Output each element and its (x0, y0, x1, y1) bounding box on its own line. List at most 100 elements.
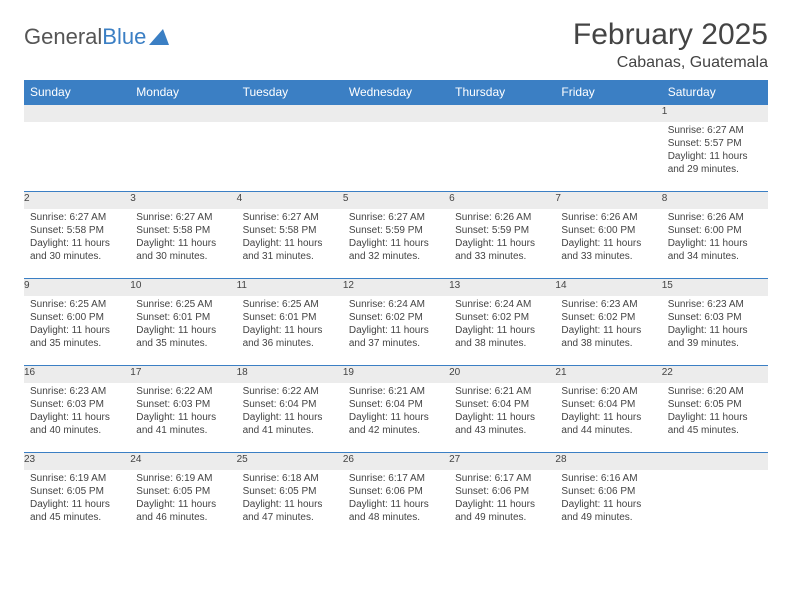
sunrise-text: Sunrise: 6:25 AM (30, 298, 124, 311)
day-number-cell: 10 (130, 279, 236, 296)
day-number-cell: 5 (343, 192, 449, 209)
daylight-text: Daylight: 11 hours and 30 minutes. (136, 237, 230, 263)
day-content: Sunrise: 6:23 AMSunset: 6:03 PMDaylight:… (662, 296, 768, 354)
sunrise-text: Sunrise: 6:19 AM (30, 472, 124, 485)
day-content-cell: Sunrise: 6:27 AMSunset: 5:59 PMDaylight:… (343, 209, 449, 279)
sunrise-text: Sunrise: 6:23 AM (561, 298, 655, 311)
daylight-text: Daylight: 11 hours and 43 minutes. (455, 411, 549, 437)
sunrise-text: Sunrise: 6:24 AM (349, 298, 443, 311)
daylight-text: Daylight: 11 hours and 38 minutes. (561, 324, 655, 350)
header: GeneralBlue February 2025 Cabanas, Guate… (24, 18, 768, 72)
day-content: Sunrise: 6:22 AMSunset: 6:03 PMDaylight:… (130, 383, 236, 441)
day-content: Sunrise: 6:25 AMSunset: 6:00 PMDaylight:… (24, 296, 130, 354)
day-number-cell: 9 (24, 279, 130, 296)
weekday-header: Sunday (24, 80, 130, 105)
daylight-text: Daylight: 11 hours and 48 minutes. (349, 498, 443, 524)
day-content-cell: Sunrise: 6:22 AMSunset: 6:04 PMDaylight:… (237, 383, 343, 453)
sunset-text: Sunset: 6:04 PM (455, 398, 549, 411)
weekday-header: Saturday (662, 80, 768, 105)
day-content-cell: Sunrise: 6:20 AMSunset: 6:05 PMDaylight:… (662, 383, 768, 453)
day-number-cell (662, 453, 768, 470)
day-content: Sunrise: 6:27 AMSunset: 5:58 PMDaylight:… (237, 209, 343, 267)
week-content-row: Sunrise: 6:27 AMSunset: 5:58 PMDaylight:… (24, 209, 768, 279)
sunrise-text: Sunrise: 6:23 AM (30, 385, 124, 398)
day-content-cell: Sunrise: 6:18 AMSunset: 6:05 PMDaylight:… (237, 470, 343, 540)
day-content-cell: Sunrise: 6:22 AMSunset: 6:03 PMDaylight:… (130, 383, 236, 453)
day-number-cell: 22 (662, 366, 768, 383)
logo-text-general: General (24, 24, 102, 50)
day-content: Sunrise: 6:26 AMSunset: 6:00 PMDaylight:… (662, 209, 768, 267)
day-content-cell: Sunrise: 6:19 AMSunset: 6:05 PMDaylight:… (130, 470, 236, 540)
weekday-header: Thursday (449, 80, 555, 105)
day-content-cell (130, 122, 236, 192)
day-content-cell: Sunrise: 6:23 AMSunset: 6:03 PMDaylight:… (24, 383, 130, 453)
location: Cabanas, Guatemala (573, 54, 768, 72)
day-content: Sunrise: 6:17 AMSunset: 6:06 PMDaylight:… (449, 470, 555, 528)
daylight-text: Daylight: 11 hours and 35 minutes. (30, 324, 124, 350)
day-content: Sunrise: 6:16 AMSunset: 6:06 PMDaylight:… (555, 470, 661, 528)
daylight-text: Daylight: 11 hours and 36 minutes. (243, 324, 337, 350)
calendar-table: SundayMondayTuesdayWednesdayThursdayFrid… (24, 80, 768, 540)
sunset-text: Sunset: 6:02 PM (455, 311, 549, 324)
day-number-cell (449, 105, 555, 122)
day-number-cell: 8 (662, 192, 768, 209)
sunset-text: Sunset: 5:59 PM (455, 224, 549, 237)
sunrise-text: Sunrise: 6:24 AM (455, 298, 549, 311)
day-number-cell: 18 (237, 366, 343, 383)
day-number-cell (130, 105, 236, 122)
daylight-text: Daylight: 11 hours and 40 minutes. (30, 411, 124, 437)
weekday-header: Wednesday (343, 80, 449, 105)
sunset-text: Sunset: 6:02 PM (349, 311, 443, 324)
day-content-cell: Sunrise: 6:27 AMSunset: 5:57 PMDaylight:… (662, 122, 768, 192)
logo: GeneralBlue (24, 18, 169, 50)
week-daynum-row: 16171819202122 (24, 366, 768, 383)
day-content-cell: Sunrise: 6:23 AMSunset: 6:03 PMDaylight:… (662, 296, 768, 366)
daylight-text: Daylight: 11 hours and 41 minutes. (136, 411, 230, 437)
daylight-text: Daylight: 11 hours and 32 minutes. (349, 237, 443, 263)
sunrise-text: Sunrise: 6:16 AM (561, 472, 655, 485)
sunset-text: Sunset: 5:59 PM (349, 224, 443, 237)
sunrise-text: Sunrise: 6:25 AM (136, 298, 230, 311)
week-content-row: Sunrise: 6:19 AMSunset: 6:05 PMDaylight:… (24, 470, 768, 540)
daylight-text: Daylight: 11 hours and 49 minutes. (455, 498, 549, 524)
sunset-text: Sunset: 6:03 PM (668, 311, 762, 324)
day-content: Sunrise: 6:26 AMSunset: 5:59 PMDaylight:… (449, 209, 555, 267)
sunset-text: Sunset: 6:03 PM (136, 398, 230, 411)
sunrise-text: Sunrise: 6:22 AM (136, 385, 230, 398)
day-content: Sunrise: 6:21 AMSunset: 6:04 PMDaylight:… (343, 383, 449, 441)
daylight-text: Daylight: 11 hours and 29 minutes. (668, 150, 762, 176)
day-content-cell: Sunrise: 6:24 AMSunset: 6:02 PMDaylight:… (343, 296, 449, 366)
sunset-text: Sunset: 6:04 PM (349, 398, 443, 411)
sunset-text: Sunset: 6:00 PM (668, 224, 762, 237)
week-content-row: Sunrise: 6:27 AMSunset: 5:57 PMDaylight:… (24, 122, 768, 192)
week-daynum-row: 1 (24, 105, 768, 122)
title-block: February 2025 Cabanas, Guatemala (573, 18, 768, 72)
weekday-header-row: SundayMondayTuesdayWednesdayThursdayFrid… (24, 80, 768, 105)
daylight-text: Daylight: 11 hours and 41 minutes. (243, 411, 337, 437)
day-number-cell: 24 (130, 453, 236, 470)
day-content: Sunrise: 6:17 AMSunset: 6:06 PMDaylight:… (343, 470, 449, 528)
day-content: Sunrise: 6:23 AMSunset: 6:02 PMDaylight:… (555, 296, 661, 354)
sunset-text: Sunset: 6:06 PM (349, 485, 443, 498)
day-number-cell: 25 (237, 453, 343, 470)
day-content: Sunrise: 6:18 AMSunset: 6:05 PMDaylight:… (237, 470, 343, 528)
weekday-header: Friday (555, 80, 661, 105)
day-number-cell: 1 (662, 105, 768, 122)
day-number-cell: 27 (449, 453, 555, 470)
sunset-text: Sunset: 6:03 PM (30, 398, 124, 411)
sunrise-text: Sunrise: 6:26 AM (455, 211, 549, 224)
day-content-cell (24, 122, 130, 192)
sunrise-text: Sunrise: 6:19 AM (136, 472, 230, 485)
sunset-text: Sunset: 6:02 PM (561, 311, 655, 324)
sunset-text: Sunset: 6:01 PM (243, 311, 337, 324)
daylight-text: Daylight: 11 hours and 35 minutes. (136, 324, 230, 350)
daylight-text: Daylight: 11 hours and 33 minutes. (561, 237, 655, 263)
day-content: Sunrise: 6:20 AMSunset: 6:04 PMDaylight:… (555, 383, 661, 441)
day-content: Sunrise: 6:24 AMSunset: 6:02 PMDaylight:… (449, 296, 555, 354)
sunset-text: Sunset: 5:58 PM (136, 224, 230, 237)
day-content: Sunrise: 6:24 AMSunset: 6:02 PMDaylight:… (343, 296, 449, 354)
day-number-cell: 4 (237, 192, 343, 209)
sunrise-text: Sunrise: 6:20 AM (668, 385, 762, 398)
day-number-cell: 12 (343, 279, 449, 296)
day-content: Sunrise: 6:27 AMSunset: 5:58 PMDaylight:… (130, 209, 236, 267)
